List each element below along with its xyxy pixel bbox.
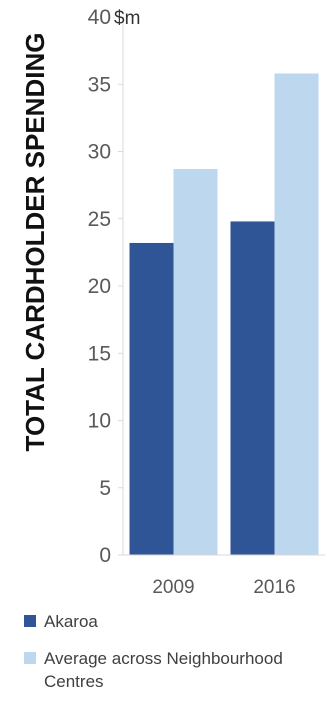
legend-label-akaroa: Akaroa: [44, 612, 98, 631]
y-tick-label: 0: [99, 544, 111, 567]
legend-swatch-akaroa: [24, 615, 36, 627]
bar-chart: TOTAL CARDHOLDER SPENDING 0 5 10 15 20 25 30 35…: [20, 6, 325, 598]
y-tick-label: 30: [88, 141, 111, 164]
bar-akaroa-2016: [230, 221, 275, 555]
bar-average-2009: [173, 168, 218, 556]
y-axis: 0 5 10 15 20 25 30 35 40 $m: [88, 6, 141, 567]
bars: [129, 73, 319, 556]
legend-label-average: Average across Neighbourhood Centres: [44, 649, 283, 691]
x-tick-label: 2016: [253, 577, 295, 598]
y-tick-label: 35: [88, 73, 111, 96]
y-tick-label: 15: [88, 342, 111, 365]
x-tick-label: 2009: [152, 577, 194, 598]
y-tick-label: 10: [88, 410, 111, 433]
y-tick-label: 20: [88, 275, 111, 298]
legend: Akaroa Average across Neighbourhood Cent…: [24, 610, 324, 707]
y-tick-label: 40: [88, 6, 111, 29]
legend-item-average: Average across Neighbourhood Centres: [24, 647, 324, 693]
y-axis-unit: $m: [114, 8, 140, 29]
legend-swatch-average: [24, 652, 36, 664]
y-tick-label: 25: [88, 208, 111, 231]
bar-akaroa-2009: [129, 242, 174, 555]
y-tick-label: 5: [99, 477, 111, 500]
legend-item-akaroa: Akaroa: [24, 610, 324, 633]
bar-average-2016: [274, 73, 319, 556]
y-axis-label: TOTAL CARDHOLDER SPENDING: [20, 33, 50, 452]
x-axis: 2009 2016: [123, 554, 325, 598]
